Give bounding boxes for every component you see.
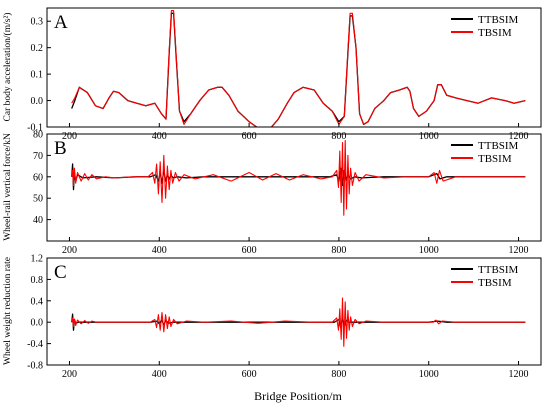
- x-tick-label-b: 600: [242, 245, 257, 256]
- y-tick-label-c: 0.0: [31, 318, 44, 329]
- panel-letter-b: B: [54, 138, 67, 159]
- y-tick-label-a: -0.1: [27, 123, 43, 134]
- series-line-ttbsim-a: [71, 12, 526, 127]
- x-tick-label-b: 400: [152, 245, 167, 256]
- x-tick-label-a: 200: [62, 131, 77, 142]
- y-axis-label-b: Wheel-rail vertical force/kN: [2, 133, 13, 241]
- y-tick-label-a: 0.2: [31, 43, 44, 54]
- y-tick-label-b: 40: [33, 215, 43, 226]
- y-tick-label-b: 80: [33, 130, 43, 141]
- x-tick-label-c: 1000: [419, 369, 439, 380]
- plot-frame-b: [46, 133, 542, 242]
- y-tick-label-b: 70: [33, 151, 43, 162]
- legend-label-tbsim-b: TBSIM: [478, 153, 512, 165]
- y-tick-label-c: -0.4: [27, 339, 43, 350]
- panel-letter-c: C: [54, 262, 67, 283]
- series-line-tbsim-c: [71, 297, 526, 347]
- x-tick-label-a: 1200: [509, 131, 529, 142]
- panel-a: 200 400 600 800 1000 1200 -0.1 0.0 0.1 0.2 0.3 Car …: [2, 7, 542, 142]
- x-tick-label-c: 1200: [509, 369, 529, 380]
- legend-label-ttbsim-b: TTBSIM: [478, 140, 519, 152]
- x-tick-label-c: 400: [152, 369, 167, 380]
- x-axis-label: Bridge Position/m: [254, 389, 342, 403]
- y-tick-label-c: 0.4: [31, 296, 44, 307]
- y-axis-label-a: Car body acceleration/(m/s²): [2, 13, 13, 122]
- y-tick-label-c: 1.2: [31, 254, 44, 265]
- legend-label-tbsim-a: TBSIM: [478, 27, 512, 39]
- y-tick-label-c: 0.8: [31, 275, 44, 286]
- y-tick-label-a: 0.1: [31, 70, 44, 81]
- x-tick-label-b: 800: [331, 245, 346, 256]
- x-tick-label-b: 200: [62, 245, 77, 256]
- plot-frame-c: [46, 257, 542, 366]
- series-line-tbsim-b: [71, 139, 526, 216]
- y-tick-label-c: -0.8: [27, 361, 43, 372]
- y-axis-label-c: Wheel weight reduction rate: [3, 257, 13, 365]
- x-tick-label-c: 600: [242, 369, 257, 380]
- x-tick-label-a: 800: [331, 131, 346, 142]
- x-tick-label-b: 1000: [419, 245, 439, 256]
- x-tick-label-a: 1000: [419, 131, 439, 142]
- plot-frame-a: [46, 7, 542, 128]
- panel-c: 200 400 600 800 1000 1200 -0.8 -0.4 0.0 0.4 0.8 1.2…: [3, 254, 542, 380]
- x-tick-label-a: 600: [242, 131, 257, 142]
- legend-label-ttbsim-a: TTBSIM: [478, 14, 519, 26]
- y-tick-label-a: 0.0: [31, 96, 44, 107]
- series-line-tbsim-a: [71, 10, 526, 127]
- x-tick-label-b: 1200: [509, 245, 529, 256]
- legend-label-tbsim-c: TBSIM: [478, 277, 512, 289]
- panel-b: 200 400 600 800 1000 1200 40 50 60 70 80 Wheel-rail…: [2, 130, 542, 256]
- y-tick-label-a: 0.3: [31, 17, 44, 28]
- y-tick-label-b: 50: [33, 194, 43, 205]
- y-tick-label-b: 60: [33, 172, 43, 183]
- panel-letter-a: A: [54, 12, 68, 33]
- x-tick-label-c: 800: [331, 369, 346, 380]
- x-tick-label-c: 200: [62, 369, 77, 380]
- x-tick-label-a: 400: [152, 131, 167, 142]
- legend-label-ttbsim-c: TTBSIM: [478, 264, 519, 276]
